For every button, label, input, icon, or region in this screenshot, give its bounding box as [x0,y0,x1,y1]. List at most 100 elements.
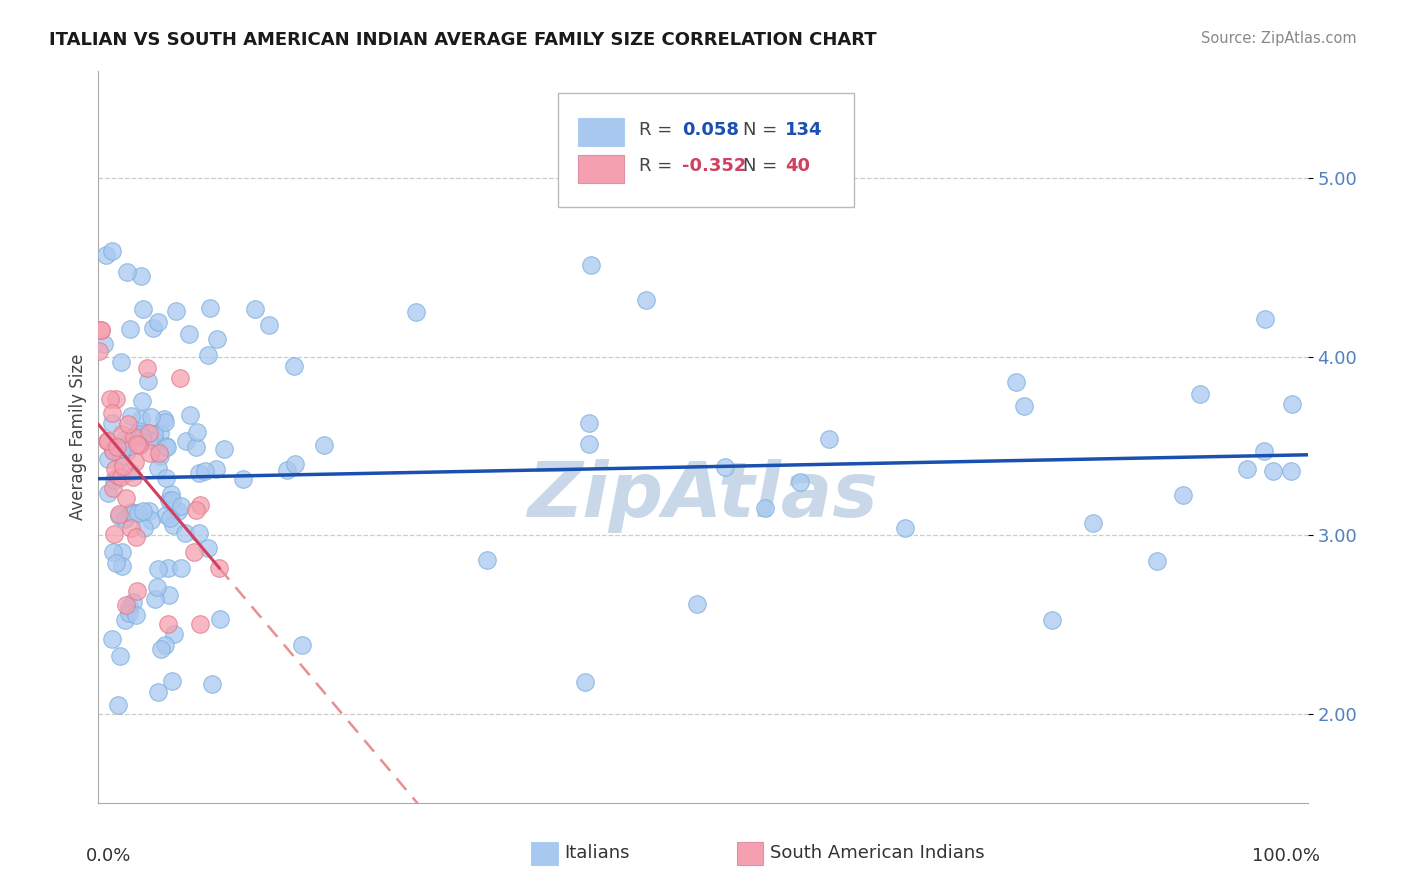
Point [114,613,136,627]
Point [108,508,131,523]
Point [283,359,305,374]
Point [93,337,115,351]
Point [150,642,173,657]
Point [124,607,146,622]
Point [120,505,142,519]
Y-axis label: Average Family Size: Average Family Size [69,354,87,520]
Point [194,464,217,478]
Point [104,462,127,476]
Point [232,472,254,486]
Point [789,475,811,489]
Point [148,461,170,475]
Point [259,318,281,332]
Point [174,434,197,448]
Point [124,455,146,469]
Point [183,545,205,559]
Point [134,521,156,535]
Point [636,293,658,307]
Point [138,504,160,518]
Point [146,315,169,329]
Text: R =: R = [638,121,678,139]
Point [90,323,112,337]
Point [105,392,128,407]
Point [118,600,141,615]
Point [405,305,427,319]
Point [156,440,179,454]
Point [146,684,169,698]
Point [131,428,153,442]
Point [127,506,149,520]
Point [148,446,170,460]
Point [157,493,180,508]
Point [141,513,163,527]
Point [129,269,152,284]
Point [148,562,170,576]
Point [101,632,124,646]
Point [139,446,162,460]
Point [205,332,228,346]
Point [110,355,132,369]
Point [165,303,187,318]
Point [209,612,232,626]
Point [111,559,134,574]
Point [105,441,128,455]
Point [108,648,131,663]
Text: 134: 134 [785,121,823,139]
Point [132,302,155,317]
Point [120,521,142,535]
Text: ITALIAN VS SOUTH AMERICAN INDIAN AVERAGE FAMILY SIZE CORRELATION CHART: ITALIAN VS SOUTH AMERICAN INDIAN AVERAGE… [49,31,877,49]
Point [101,444,124,458]
Point [110,450,132,464]
Point [101,545,124,559]
Point [122,470,145,484]
Point [97,452,120,467]
Point [131,412,153,426]
Point [117,437,139,451]
Point [212,442,235,457]
Point [101,416,124,430]
Point [1171,488,1194,502]
Point [179,408,201,422]
Point [138,433,160,447]
Point [284,457,307,471]
Point [120,409,142,424]
Point [122,595,145,609]
Point [208,561,231,575]
Point [197,348,219,362]
Point [131,393,153,408]
Point [132,504,155,518]
Text: 0.0%: 0.0% [86,847,132,864]
Point [1281,464,1303,478]
Point [114,432,136,446]
Point [157,588,180,602]
Point [115,598,138,612]
Text: N =: N = [742,158,783,176]
Point [157,561,180,575]
Point [579,258,602,272]
Point [159,511,181,525]
Point [94,248,117,262]
Point [291,638,314,652]
Point [160,674,183,689]
Point [188,617,211,632]
Point [186,440,208,454]
Point [97,434,120,448]
Point [97,485,120,500]
Point [188,526,211,541]
Point [155,471,177,485]
Point [118,607,141,621]
Text: -0.352: -0.352 [682,158,747,176]
Text: 0.058: 0.058 [682,121,740,139]
Bar [737,841,763,865]
Point [122,506,145,520]
Point [686,597,709,611]
Point [118,465,141,479]
Point [98,392,121,406]
Point [187,467,209,481]
Point [115,491,138,505]
Point [475,553,498,567]
Point [1254,311,1277,326]
Point [117,417,139,431]
Point [155,638,177,652]
Point [112,441,135,455]
